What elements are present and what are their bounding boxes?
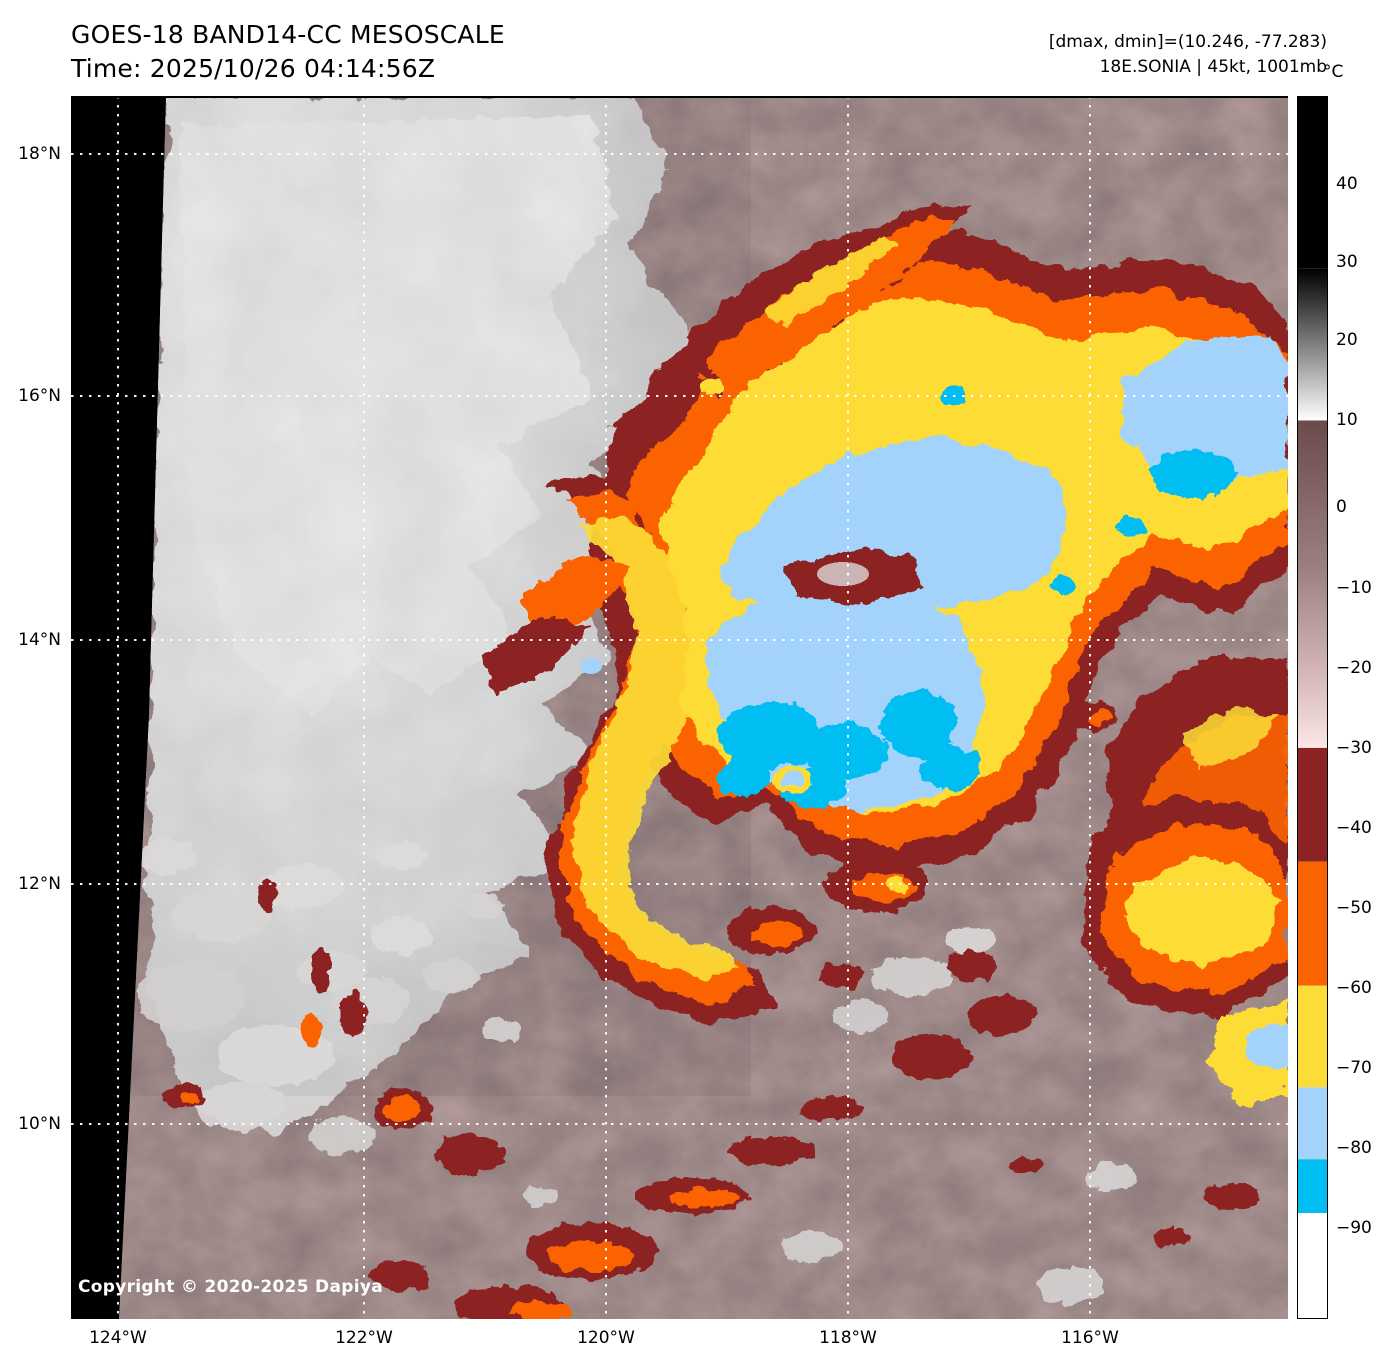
- ylabel-16n: 16°N: [18, 386, 61, 406]
- band-cyan-cells: [717, 388, 1235, 808]
- graticule: [71, 96, 1288, 1319]
- xlabel-122w: 122°W: [335, 1328, 393, 1348]
- xlabel-120w: 120°W: [577, 1328, 635, 1348]
- convective-shield-main: [591, 224, 1288, 871]
- cbar-band-gray: [1298, 268, 1327, 421]
- cbar-tick-0: 0: [1336, 497, 1347, 517]
- xlabel-116w: 116°W: [1061, 1328, 1119, 1348]
- ne-feeder-band: [481, 201, 971, 696]
- colorbar: [1297, 96, 1328, 1319]
- cbar-tick-40: 40: [1336, 174, 1358, 194]
- cbar-tick-30: 30: [1336, 252, 1358, 272]
- page-title: GOES-18 BAND14-CC MESOSCALE Time: 2025/1…: [71, 18, 505, 85]
- colorbar-unit-label: °C: [1323, 62, 1344, 82]
- warm-hole-center: [817, 562, 869, 586]
- cbar-tick-m20: −20: [1336, 658, 1372, 678]
- scattered-convective-cells: [163, 378, 1257, 1319]
- frame-top: [71, 96, 1288, 98]
- storm-info-label: 18E.SONIA | 45kt, 1001mb: [1099, 56, 1327, 77]
- cbar-band-darkred: [1298, 747, 1327, 862]
- cbar-band-yellow: [1298, 985, 1327, 1088]
- cbar-tick-20: 20: [1336, 330, 1358, 350]
- cbar-band-white-tail: [1297, 1213, 1328, 1319]
- swath-content: [119, 96, 1288, 1319]
- detached-cold-cell: [773, 766, 813, 794]
- cbar-band-orange: [1298, 861, 1327, 986]
- sw-rainband: [541, 476, 771, 1026]
- satellite-image-panel: [71, 96, 1288, 1319]
- cbar-tick-m40: −40: [1336, 818, 1372, 838]
- dminmax-label: [dmax, dmin]=(10.246, -77.283): [1048, 32, 1327, 52]
- xlabel-118w: 118°W: [819, 1328, 877, 1348]
- metadata-block: [dmax, dmin]=(10.246, -77.283) 18E.SONIA…: [1049, 30, 1327, 79]
- cbar-tick-m70: −70: [1336, 1058, 1372, 1078]
- cbar-band-black: [1298, 97, 1327, 269]
- product-title: GOES-18 BAND14-CC MESOSCALE: [71, 20, 505, 49]
- cbar-band-lightblue: [1298, 1087, 1327, 1160]
- cbar-tick-m80: −80: [1336, 1138, 1372, 1158]
- e-scattered-cells: [523, 928, 1137, 1304]
- xlabel-124w: 124°W: [89, 1328, 147, 1348]
- ylabel-12n: 12°N: [18, 874, 61, 894]
- cbar-band-brown: [1298, 420, 1327, 748]
- cbar-tick-m60: −60: [1336, 978, 1372, 998]
- cbar-tick-m50: −50: [1336, 898, 1372, 918]
- ylabel-10n: 10°N: [18, 1114, 61, 1134]
- timestamp-label: Time: 2025/10/26 04:14:56Z: [71, 53, 436, 83]
- cbar-tick-10: 10: [1336, 410, 1358, 430]
- ylabel-18n: 18°N: [18, 144, 61, 164]
- cbar-tick-m90: −90: [1336, 1218, 1372, 1238]
- copyright-label: Copyright © 2020-2025 Dapiya: [78, 1277, 383, 1297]
- east-convective-complex: [1081, 656, 1288, 1106]
- ylabel-14n: 14°N: [18, 630, 61, 650]
- band-lightblue-ne: [1119, 336, 1288, 484]
- cbar-tick-m30: −30: [1336, 738, 1372, 758]
- cbar-tick-m10: −10: [1336, 578, 1372, 598]
